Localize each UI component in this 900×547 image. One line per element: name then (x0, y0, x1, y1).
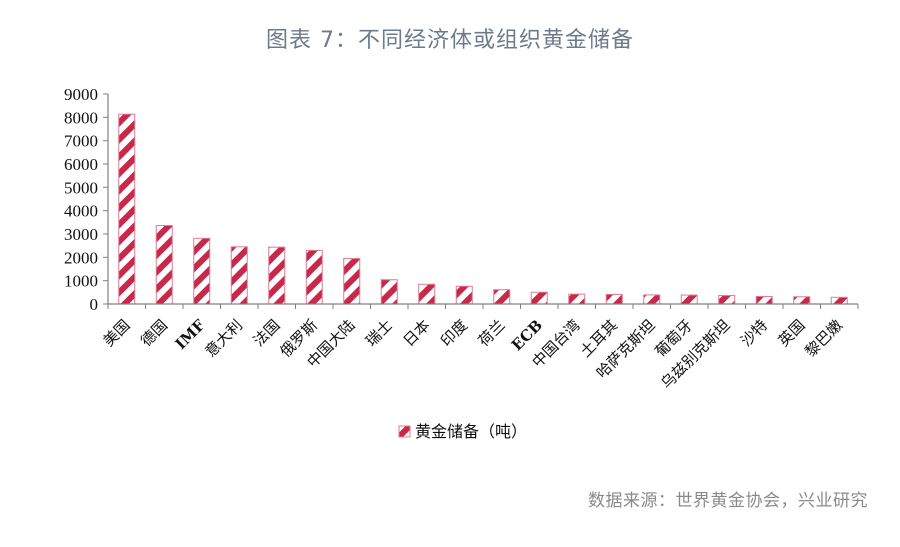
x-tick-label: 意大利 (202, 316, 247, 361)
bars (118, 113, 848, 305)
legend: 黄金储备（吨） (398, 422, 527, 441)
y-tick-label: 7000 (64, 132, 98, 151)
y-tick-label: 3000 (64, 225, 98, 244)
x-tick-label: 沙特 (737, 316, 771, 350)
bar (755, 295, 773, 305)
bar (230, 246, 248, 305)
x-tick-label: 黎巴嫩 (802, 316, 847, 361)
y-tick-label: 2000 (64, 248, 98, 267)
bar (605, 293, 623, 305)
bar (155, 225, 173, 305)
bar (118, 113, 136, 305)
y-tick-label: 4000 (64, 202, 98, 221)
x-tick-label: 瑞士 (362, 316, 396, 350)
bar (830, 296, 848, 305)
bar (493, 289, 511, 305)
bar (530, 291, 548, 305)
y-tick-label: 0 (90, 295, 99, 314)
y-tick-label: 8000 (64, 108, 98, 127)
bar (268, 246, 286, 305)
x-tick-label: 荷兰 (475, 316, 509, 350)
bar (418, 283, 436, 305)
x-tick-label: 印度 (437, 316, 471, 350)
chart-title: 图表 7：不同经济体或组织黄金储备 (266, 28, 634, 53)
bar (643, 294, 661, 305)
bar (455, 285, 473, 305)
bar (718, 295, 736, 305)
y-tick-label: 9000 (64, 85, 98, 104)
bar (793, 296, 811, 305)
bar (305, 249, 323, 305)
bar (343, 258, 361, 305)
bar (680, 294, 698, 305)
bar (193, 237, 211, 305)
x-tick-label: 德国 (137, 316, 171, 350)
bar (568, 293, 586, 305)
y-axis: 0 1000 2000 3000 4000 5000 6000 7000 8000 9000 (64, 85, 109, 314)
y-tick-label: 6000 (64, 155, 98, 174)
y-tick-label: 5000 (64, 178, 98, 197)
source-note: 数据来源：世界黄金协会，兴业研究 (588, 491, 868, 511)
bar (380, 279, 398, 305)
legend-label: 黄金储备（吨） (415, 422, 527, 441)
x-tick-label: 日本 (400, 316, 434, 350)
legend-swatch-icon (398, 425, 411, 438)
y-tick-label: 1000 (64, 272, 98, 291)
x-tick-label: 美国 (100, 316, 134, 350)
